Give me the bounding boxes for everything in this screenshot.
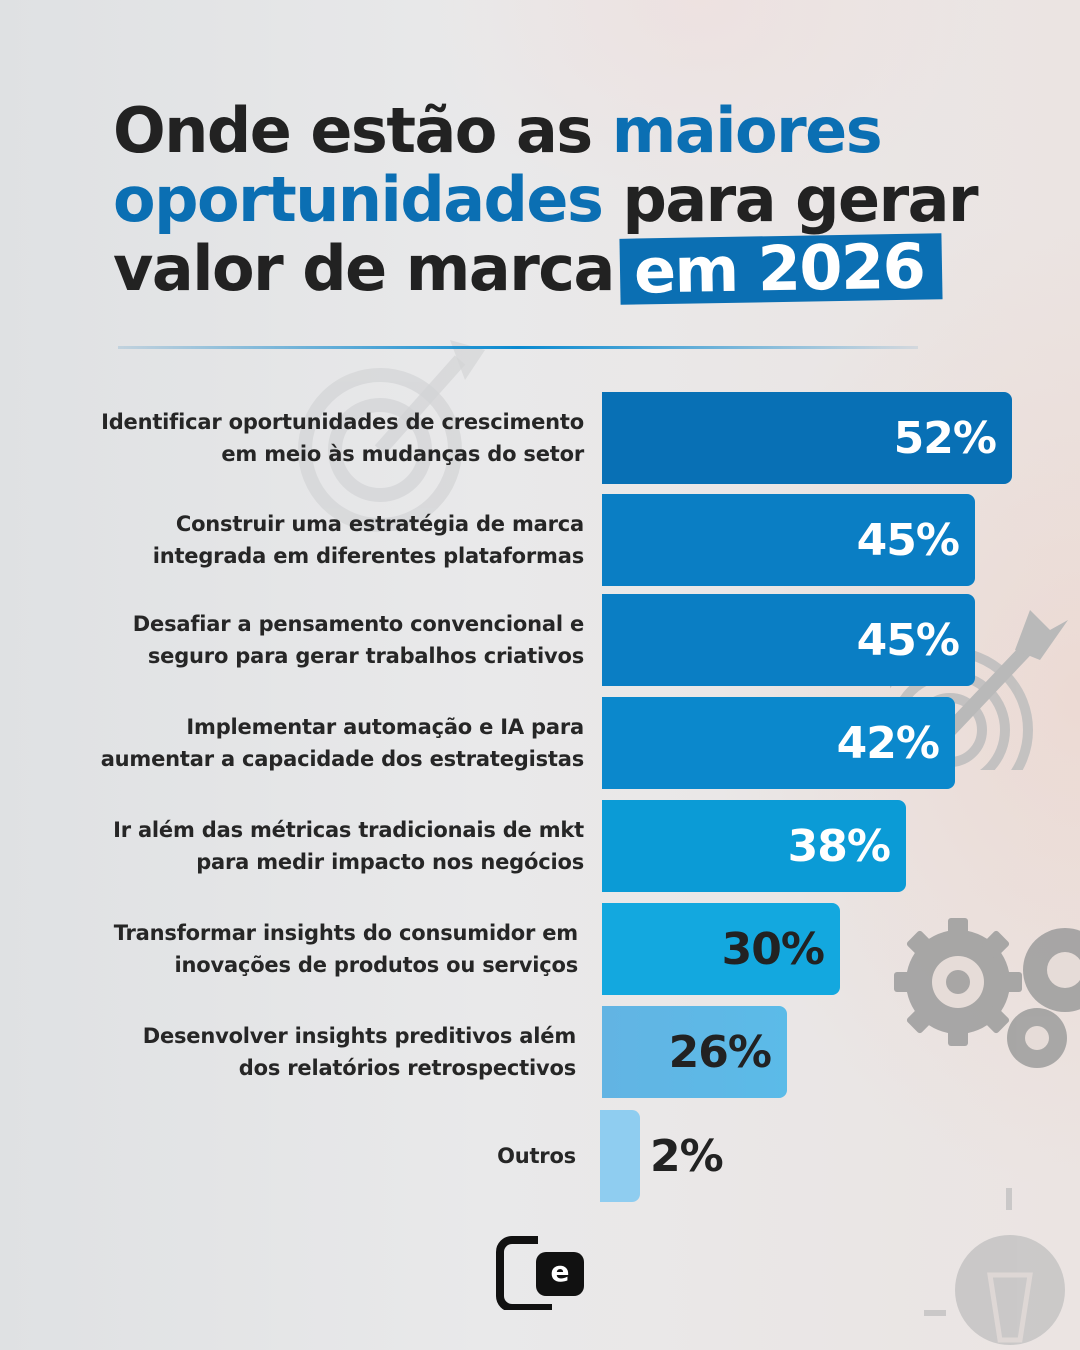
bar-label: Construir uma estratégia de marca integr… — [152, 512, 584, 568]
title-line3-dark: valor de marca — [113, 232, 615, 305]
bar-label: Identificar oportunidades de crescimento… — [101, 410, 584, 466]
lightbulb-icon — [924, 1188, 1065, 1345]
bar: 30% — [602, 903, 840, 995]
bar-label: Implementar automação e IA para aumentar… — [100, 715, 585, 771]
title-year-highlight: em 2026 — [619, 230, 943, 308]
bar-value: 26% — [668, 1026, 772, 1078]
chart-row: Desafiar a pensamento convencional e seg… — [0, 594, 1080, 686]
bar-label: Ir além das métricas tradicionais de mkt… — [113, 818, 584, 874]
chart-row: Ir além das métricas tradicionais de mkt… — [0, 800, 1080, 892]
bar-value: 45% — [856, 614, 960, 666]
title-line1-blue: maiores — [611, 94, 883, 167]
bar-value: 38% — [787, 820, 891, 872]
bar-value: 52% — [893, 412, 997, 464]
bar: 42% — [602, 697, 955, 789]
chart-row: Outros 2% — [0, 1110, 1080, 1202]
bar: 45% — [602, 494, 975, 586]
chart-row: Desenvolver insights preditivos além dos… — [0, 1006, 1080, 1098]
chart-row: Implementar automação e IA para aumentar… — [0, 697, 1080, 789]
bar — [600, 1110, 640, 1202]
brand-logo: e — [496, 1236, 586, 1312]
bar-value: 2% — [650, 1130, 724, 1182]
title-line2-blue: oportunidades — [113, 163, 604, 236]
logo-glyph: e — [550, 1255, 570, 1288]
bar: 45% — [602, 594, 975, 686]
chart-row: Construir uma estratégia de marca integr… — [0, 494, 1080, 586]
chart-row: Identificar oportunidades de crescimento… — [0, 392, 1080, 484]
page-title: Onde estão as maiores oportunidades para… — [113, 94, 1013, 308]
bar: 26% — [602, 1006, 787, 1098]
bar-label: Desenvolver insights preditivos além dos… — [142, 1024, 576, 1080]
bar-label: Transformar insights do consumidor em in… — [113, 921, 578, 977]
bar-value: 45% — [856, 514, 960, 566]
chart-row: Transformar insights do consumidor em in… — [0, 903, 1080, 995]
bar: 38% — [602, 800, 906, 892]
bar: 52% — [602, 392, 1012, 484]
bar-label: Outros — [497, 1144, 576, 1168]
bar-value: 30% — [721, 923, 825, 975]
logo-icon — [496, 1236, 584, 1312]
title-line1-dark: Onde estão as — [113, 94, 612, 167]
bar-value: 42% — [836, 717, 940, 769]
bar-label: Desafiar a pensamento convencional e seg… — [132, 612, 584, 668]
title-line2-dark: para gerar — [602, 163, 978, 236]
title-divider — [118, 346, 918, 349]
